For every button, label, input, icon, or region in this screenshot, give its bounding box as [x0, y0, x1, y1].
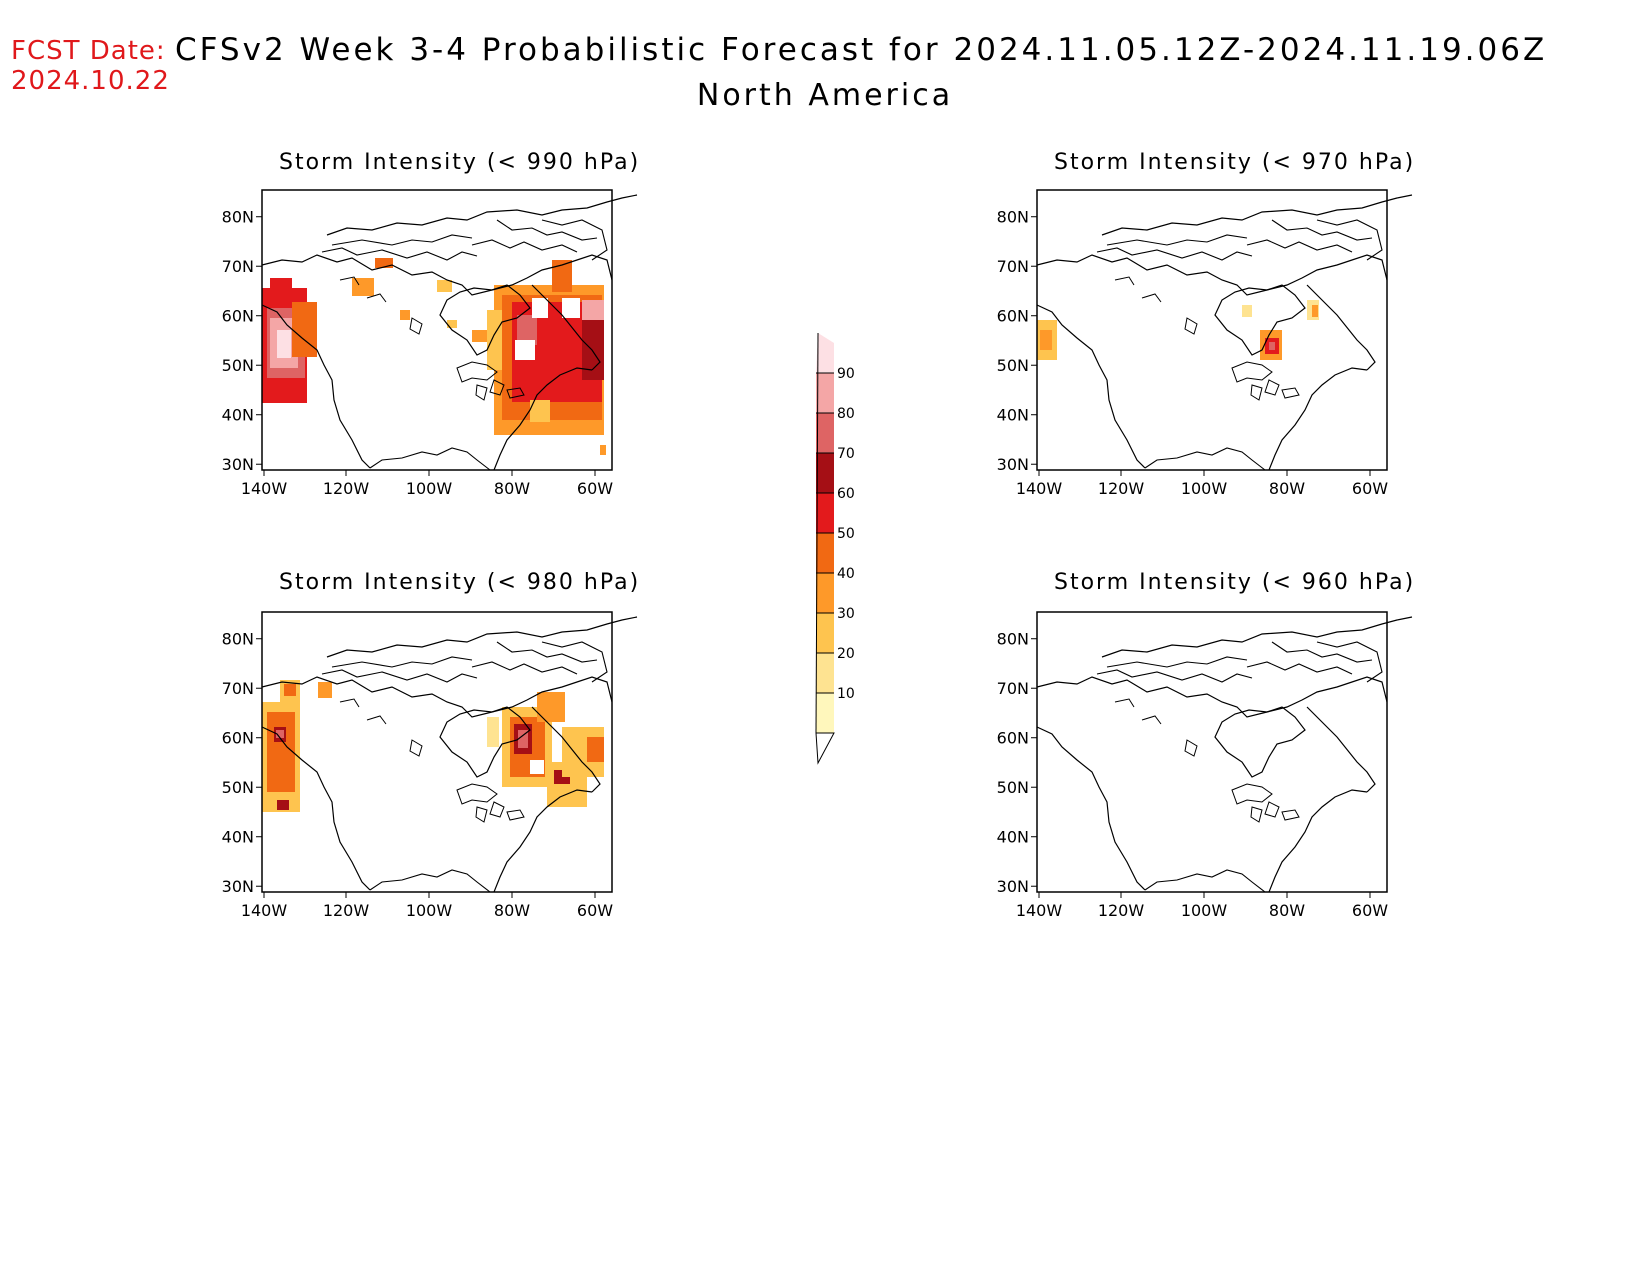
probability-shading-990 — [262, 258, 606, 455]
lon-tick-label: 60W — [577, 479, 613, 498]
lon-tick-label: 120W — [1098, 901, 1145, 920]
map-frame-980 — [261, 611, 613, 893]
lon-tick-label: 140W — [241, 901, 288, 920]
colorbar-label: 50 — [837, 526, 855, 542]
lon-tick-label: 100W — [406, 901, 453, 920]
lon-tick-label: 140W — [241, 479, 288, 498]
coastline-970 — [1036, 194, 1413, 471]
lat-tick-label: 30N — [997, 877, 1029, 896]
panel-title-980: Storm Intensity (< 980 hPa) — [279, 570, 641, 595]
colorbar-segment — [816, 573, 834, 613]
lat-tick-label: 40N — [997, 406, 1029, 425]
axis-ticks: 80N 70N 60N 50N 40N 30N 140W 120W 100W 80W 60W 80N 7… — [222, 208, 1389, 920]
colorbar-segment — [816, 493, 834, 533]
lat-tick-label: 80N — [997, 630, 1029, 649]
lat-tick-label: 70N — [222, 257, 254, 276]
lat-tick-label: 50N — [997, 356, 1029, 375]
lat-tick-label: 80N — [222, 208, 254, 227]
lat-tick-label: 30N — [222, 877, 254, 896]
lat-tick-label: 80N — [997, 208, 1029, 227]
colorbar-label: 30 — [837, 606, 855, 622]
lat-tick-label: 80N — [222, 630, 254, 649]
map-frame-960 — [1036, 611, 1388, 893]
map-panel-970 — [1036, 189, 1413, 471]
colorbar-label: 10 — [837, 686, 855, 702]
lon-tick-label: 140W — [1016, 479, 1063, 498]
page-subtitle: North America — [696, 78, 954, 113]
lat-tick-label: 70N — [222, 679, 254, 698]
lat-tick-label: 40N — [222, 828, 254, 847]
colorbar-segment — [816, 453, 834, 493]
colorbar-segment — [816, 653, 834, 693]
lat-tick-label: 60N — [997, 729, 1029, 748]
lon-tick-label: 80W — [494, 479, 530, 498]
map-panel-960 — [1036, 611, 1413, 893]
page-title: CFSv2 Week 3-4 Probabilistic Forecast fo… — [175, 32, 1548, 68]
lat-tick-label: 60N — [997, 307, 1029, 326]
map-panel-980 — [261, 611, 638, 893]
colorbar-label: 90 — [837, 366, 855, 382]
lat-tick-label: 50N — [222, 778, 254, 797]
lon-tick-label: 100W — [1181, 479, 1228, 498]
lat-tick-label: 70N — [997, 257, 1029, 276]
forecast-date: FCST Date: 2024.10.22 — [11, 36, 170, 96]
map-frame-990 — [261, 189, 613, 471]
panel-title-960: Storm Intensity (< 960 hPa) — [1054, 570, 1416, 595]
coastline-960 — [1036, 616, 1413, 893]
lon-tick-label: 100W — [406, 479, 453, 498]
lat-tick-label: 40N — [997, 828, 1029, 847]
lon-tick-label: 140W — [1016, 901, 1063, 920]
lon-tick-label: 60W — [1352, 479, 1388, 498]
lat-tick-label: 60N — [222, 307, 254, 326]
forecast-date-label: FCST Date: — [11, 36, 166, 66]
probability-shading-970 — [1037, 300, 1319, 360]
colorbar: 10 20 30 40 50 60 70 80 90 — [815, 332, 855, 765]
lon-tick-label: 60W — [1352, 901, 1388, 920]
probability-shading-980 — [262, 680, 604, 812]
map-frame-970 — [1036, 189, 1388, 471]
colorbar-segment — [816, 373, 834, 413]
colorbar-segment — [816, 533, 834, 573]
lat-tick-label: 70N — [997, 679, 1029, 698]
colorbar-segment — [816, 613, 834, 653]
lat-tick-label: 30N — [997, 455, 1029, 474]
lat-tick-label: 30N — [222, 455, 254, 474]
colorbar-label: 40 — [837, 566, 855, 582]
lon-tick-label: 120W — [1098, 479, 1145, 498]
colorbar-label: 20 — [837, 646, 855, 662]
colorbar-segment — [816, 333, 834, 373]
panel-title-990: Storm Intensity (< 990 hPa) — [279, 150, 641, 175]
lat-tick-label: 40N — [222, 406, 254, 425]
forecast-date-value: 2024.10.22 — [11, 66, 170, 96]
colorbar-segment — [816, 693, 834, 733]
colorbar-segment — [816, 413, 834, 453]
colorbar-label: 70 — [837, 446, 855, 462]
lon-tick-label: 80W — [1269, 479, 1305, 498]
map-panel-990 — [261, 189, 638, 471]
colorbar-label: 60 — [837, 486, 855, 502]
colorbar-label: 80 — [837, 406, 855, 422]
lon-tick-label: 80W — [494, 901, 530, 920]
panel-title-970: Storm Intensity (< 970 hPa) — [1054, 150, 1416, 175]
lon-tick-label: 60W — [577, 901, 613, 920]
lon-tick-label: 120W — [323, 901, 370, 920]
lon-tick-label: 120W — [323, 479, 370, 498]
lat-tick-label: 60N — [222, 729, 254, 748]
lon-tick-label: 80W — [1269, 901, 1305, 920]
colorbar-tail — [815, 732, 835, 765]
lat-tick-label: 50N — [222, 356, 254, 375]
lon-tick-label: 100W — [1181, 901, 1228, 920]
lat-tick-label: 50N — [997, 778, 1029, 797]
